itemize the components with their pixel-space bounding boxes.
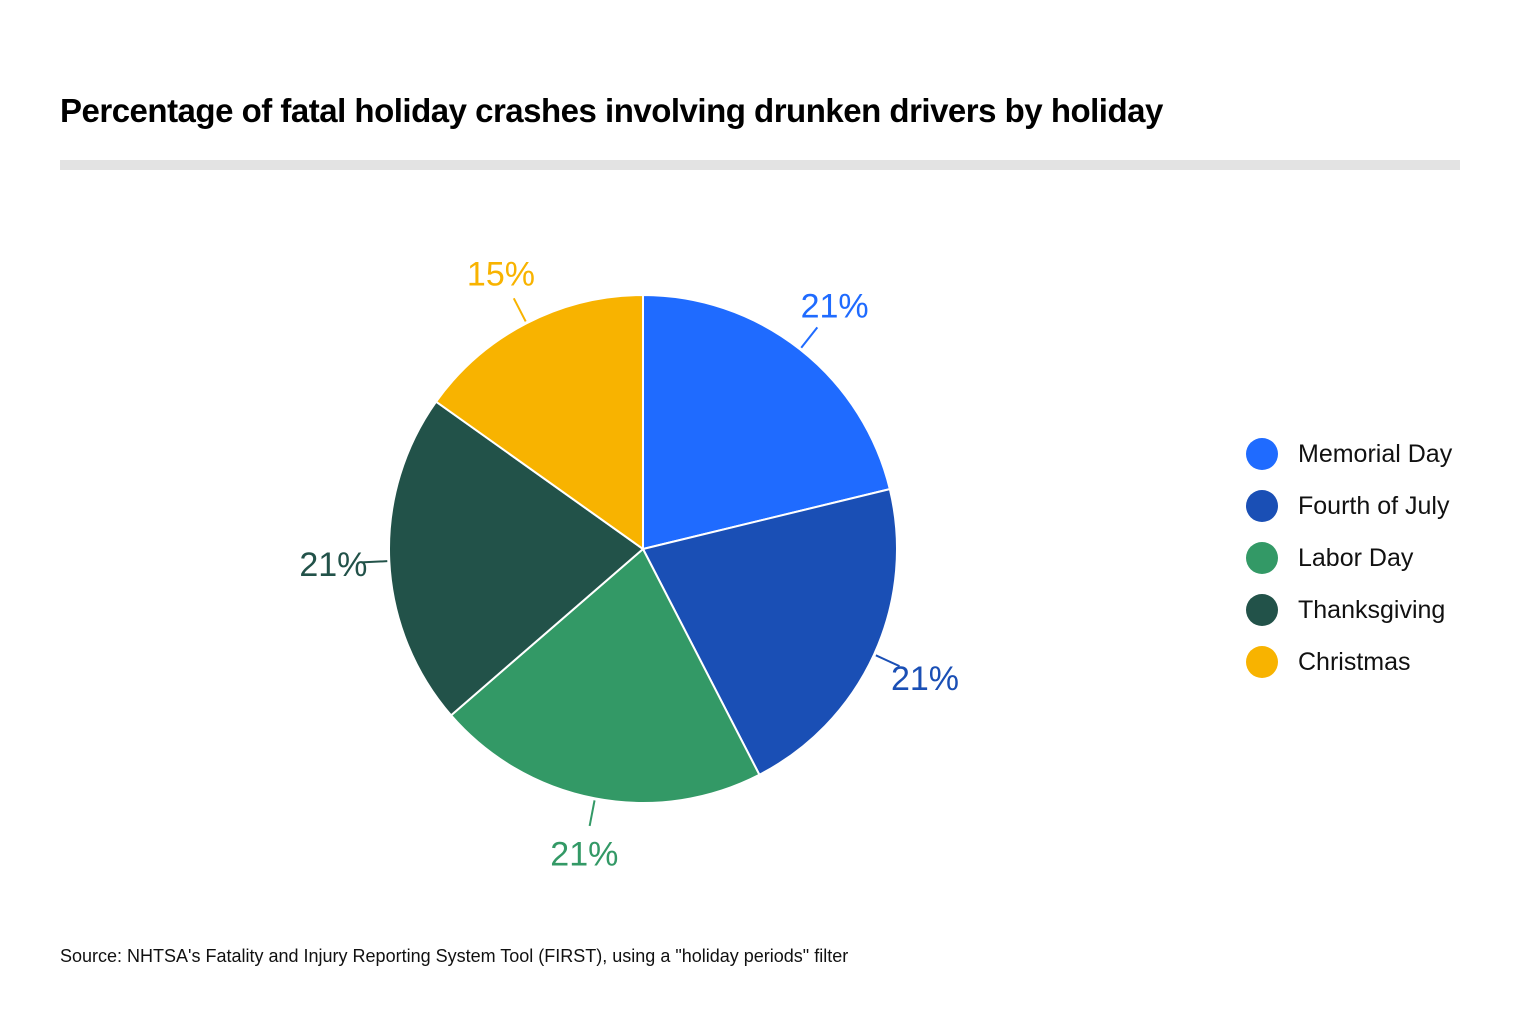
data-label: 21% [550, 835, 618, 873]
leader-line [875, 654, 900, 668]
legend-label: Christmas [1298, 647, 1411, 676]
data-label: 15% [467, 255, 535, 293]
legend-item: Fourth of July [1246, 480, 1452, 532]
chart-title: Percentage of fatal holiday crashes invo… [60, 92, 1163, 129]
source-note: Source: NHTSA's Fatality and Injury Repo… [60, 946, 849, 966]
data-label: 21% [801, 287, 869, 325]
leader-line [800, 326, 819, 349]
pie-slice-fourth-of-july [641, 487, 898, 777]
legend-swatch [1246, 542, 1278, 574]
data-label: 21% [299, 546, 367, 584]
legend-label: Labor Day [1298, 543, 1414, 572]
legend-swatch [1246, 438, 1278, 470]
legend-item: Thanksgiving [1246, 584, 1452, 636]
legend-item: Labor Day [1246, 532, 1452, 584]
leader-line [512, 297, 527, 322]
legend-label: Thanksgiving [1298, 595, 1446, 624]
title-divider [60, 160, 1460, 170]
pie-slice-labor-day [449, 547, 761, 804]
leader-line [361, 560, 388, 564]
legend-swatch [1246, 594, 1278, 626]
legend-label: Fourth of July [1298, 491, 1450, 520]
legend-item: Memorial Day [1246, 428, 1452, 480]
legend-swatch [1246, 490, 1278, 522]
legend: Memorial Day Fourth of July Labor Day Th… [1246, 428, 1452, 688]
legend-item: Christmas [1246, 636, 1452, 688]
legend-label: Memorial Day [1298, 439, 1453, 468]
data-label: 21% [891, 660, 959, 698]
leader-line [588, 800, 596, 827]
pie-slice-memorial-day [642, 293, 892, 551]
pie-slice-thanksgiving [388, 400, 645, 717]
pie-slice-christmas [434, 293, 644, 551]
legend-swatch [1246, 646, 1278, 678]
